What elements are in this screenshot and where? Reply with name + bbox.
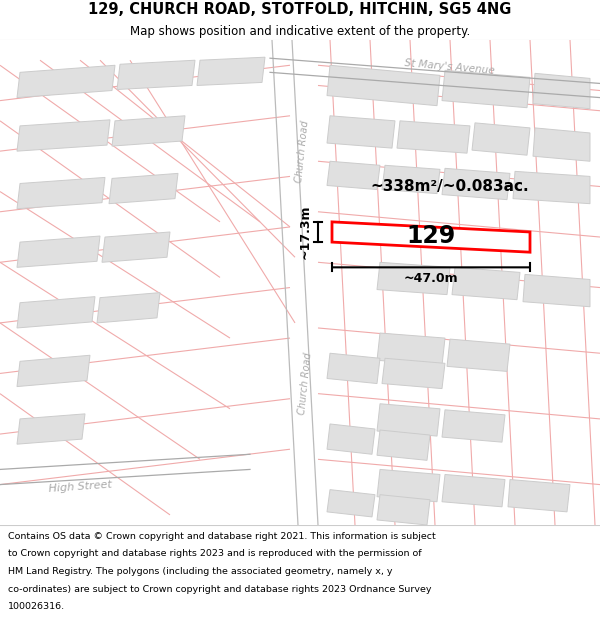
Polygon shape [533,73,590,109]
Polygon shape [382,358,445,389]
Polygon shape [117,60,195,89]
Text: Church Road: Church Road [294,119,310,182]
Polygon shape [17,297,95,328]
Polygon shape [327,65,440,106]
Text: High Street: High Street [48,479,112,494]
Text: 100026316.: 100026316. [8,602,65,611]
Polygon shape [442,474,505,507]
Polygon shape [327,161,380,189]
Polygon shape [102,232,170,262]
Polygon shape [327,489,375,517]
Text: 129: 129 [406,224,455,248]
Polygon shape [472,123,530,155]
Polygon shape [377,262,450,294]
Polygon shape [197,57,265,86]
Text: Map shows position and indicative extent of the property.: Map shows position and indicative extent… [130,25,470,38]
Polygon shape [17,120,110,151]
Text: co-ordinates) are subject to Crown copyright and database rights 2023 Ordnance S: co-ordinates) are subject to Crown copyr… [8,584,431,594]
Polygon shape [377,430,430,461]
Polygon shape [442,410,505,442]
Polygon shape [17,65,115,98]
Polygon shape [97,292,160,323]
Text: HM Land Registry. The polygons (including the associated geometry, namely x, y: HM Land Registry. The polygons (includin… [8,567,392,576]
Polygon shape [513,171,590,204]
Text: to Crown copyright and database rights 2023 and is reproduced with the permissio: to Crown copyright and database rights 2… [8,549,421,559]
Text: 129, CHURCH ROAD, STOTFOLD, HITCHIN, SG5 4NG: 129, CHURCH ROAD, STOTFOLD, HITCHIN, SG5… [88,2,512,18]
Polygon shape [17,355,90,387]
Polygon shape [109,173,178,204]
Text: ~338m²/~0.083ac.: ~338m²/~0.083ac. [371,179,529,194]
Polygon shape [327,353,380,384]
Text: St Mary's Avenue: St Mary's Avenue [404,58,496,76]
Polygon shape [397,121,470,153]
Polygon shape [382,165,440,194]
Text: ~17.3m: ~17.3m [299,205,311,259]
Text: ~47.0m: ~47.0m [404,272,458,285]
Polygon shape [377,333,445,366]
Polygon shape [17,236,100,268]
Polygon shape [17,177,105,209]
Text: Church Road: Church Road [297,352,313,415]
Text: Contains OS data © Crown copyright and database right 2021. This information is : Contains OS data © Crown copyright and d… [8,532,436,541]
Polygon shape [377,495,430,525]
Polygon shape [112,116,185,146]
Polygon shape [533,128,590,161]
Polygon shape [508,479,570,512]
Polygon shape [327,116,395,148]
Polygon shape [442,168,510,199]
Polygon shape [332,222,530,252]
Polygon shape [327,424,375,454]
Polygon shape [17,414,85,444]
Polygon shape [442,70,530,108]
Polygon shape [377,469,440,502]
Polygon shape [447,339,510,371]
Polygon shape [377,404,440,436]
Polygon shape [452,268,520,299]
Polygon shape [523,274,590,307]
